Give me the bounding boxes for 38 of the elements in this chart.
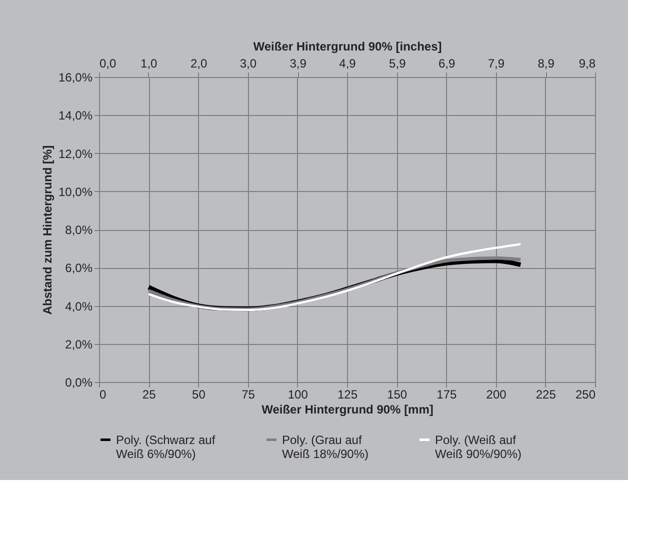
- x-tick-label: 125: [337, 388, 358, 402]
- x2-axis-title: Weißer Hintergrund 90% [inches]: [253, 40, 442, 54]
- legend-label: Poly. (Schwarz auf Weiß 6%/90%): [116, 432, 216, 461]
- y-tick-label: 12,0%: [58, 146, 93, 161]
- x2-tick-label: 2,0: [190, 56, 208, 70]
- x2-tick-label: 9,8: [578, 56, 596, 70]
- x-tick-label: 225: [536, 388, 556, 402]
- legend-label: Poly. (Grau auf Weiß 18%/90%): [282, 432, 368, 461]
- legend-label: Poly. (Weiß auf Weiß 90%/90%): [435, 432, 522, 461]
- y-tick-label: 16,0%: [58, 70, 93, 84]
- x2-tick-label: 1,0: [140, 56, 158, 70]
- x2-tick-label: 0,0: [100, 56, 117, 70]
- y-tick-label: 6,0%: [65, 261, 93, 276]
- y-tick-label: 10,0%: [58, 184, 93, 199]
- x-tick-label: 175: [436, 388, 458, 402]
- x-tick-label: 0: [100, 388, 106, 402]
- x2-tick-label: 4,9: [339, 56, 356, 70]
- x2-tick-label: 5,9: [389, 56, 406, 70]
- y-axis-title: Abstand zum Hintergrund [%]: [40, 145, 54, 315]
- x2-tick-label: 3,0: [240, 56, 257, 70]
- x2-tick-label: 8,9: [538, 56, 555, 70]
- x2-tick-label: 7,9: [488, 56, 505, 70]
- x-tick-label: 75: [242, 388, 256, 402]
- x-tick-label: 200: [486, 388, 507, 402]
- y-tick-label: 8,0%: [65, 223, 93, 237]
- x-tick-label: 100: [288, 388, 308, 402]
- x-tick-label: 150: [387, 388, 408, 402]
- y-tick-label: 4,0%: [65, 299, 93, 314]
- y-tick-label: 0,0%: [65, 376, 93, 390]
- x-tick-label: 250: [575, 388, 596, 402]
- x-tick-label: 25: [142, 388, 156, 402]
- y-tick-label: 14,0%: [58, 108, 93, 123]
- x2-tick-label: 3,9: [290, 56, 307, 70]
- x-axis-title: Weißer Hintergrund 90% [mm]: [262, 402, 434, 416]
- x2-tick-label: 6,9: [438, 56, 456, 70]
- y-tick-label: 2,0%: [65, 337, 93, 352]
- x-tick-label: 50: [192, 388, 206, 402]
- line-series: [148, 243, 522, 312]
